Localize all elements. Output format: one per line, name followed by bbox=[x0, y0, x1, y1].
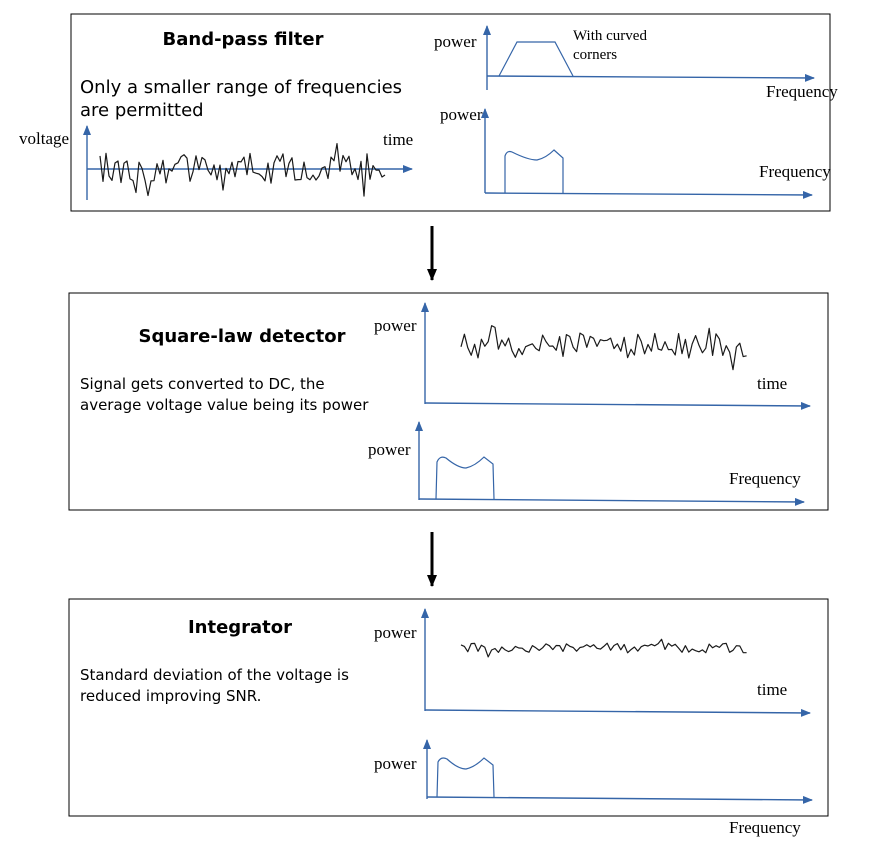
integrated-power-trace bbox=[460, 638, 747, 658]
panel-border bbox=[70, 13, 831, 212]
passband-curve bbox=[436, 757, 495, 798]
y-axis-label: power bbox=[374, 754, 417, 773]
voltage-noise-trace bbox=[99, 143, 386, 197]
x-axis-label: time bbox=[757, 374, 787, 393]
panel-title: Square-law detector bbox=[139, 326, 346, 347]
panel-description-line-1: Only a smaller range of frequencies bbox=[80, 77, 402, 98]
panel-description-line-2: average voltage value being its power bbox=[80, 396, 369, 414]
annotation-line-1: With curved bbox=[573, 28, 647, 44]
panel-title: Band-pass filter bbox=[163, 29, 324, 50]
passband-trapezoid bbox=[498, 41, 574, 77]
y-axis-label: voltage bbox=[19, 129, 69, 148]
panel-description-line-1: Standard deviation of the voltage is bbox=[80, 666, 349, 684]
x-axis bbox=[484, 190, 813, 199]
y-axis-label: power bbox=[374, 623, 417, 642]
panel-border bbox=[68, 598, 829, 817]
x-axis bbox=[424, 401, 811, 410]
panel-description-line-1: Signal gets converted to DC, the bbox=[80, 375, 325, 393]
x-axis bbox=[424, 708, 811, 717]
x-axis-label: Frequency bbox=[729, 818, 801, 837]
x-axis-label: time bbox=[757, 680, 787, 699]
time-plot: power time bbox=[374, 302, 811, 410]
annotation-line-2: corners bbox=[573, 47, 617, 63]
x-axis bbox=[486, 73, 815, 82]
x-axis-label: Frequency bbox=[759, 162, 831, 181]
panel-title: Integrator bbox=[188, 617, 292, 638]
panel-border bbox=[68, 292, 829, 511]
y-axis-label: power bbox=[368, 440, 411, 459]
x-axis bbox=[426, 795, 813, 804]
y-axis-label: power bbox=[374, 316, 417, 335]
time-plot: power time bbox=[374, 608, 811, 717]
spectrum-plot-bottom: power Frequency bbox=[440, 105, 831, 199]
x-axis bbox=[418, 497, 805, 506]
passband-curve bbox=[504, 149, 564, 193]
spectrum-plot-top: power Frequency With curved corners bbox=[434, 25, 838, 101]
panel-band-pass-filter: Band-pass filter Only a smaller range of… bbox=[19, 13, 838, 212]
spectrum-plot: power Frequency bbox=[374, 739, 813, 837]
passband-curve bbox=[435, 456, 495, 500]
time-plot: voltage time bbox=[19, 125, 413, 200]
panel-description-line-2: are permitted bbox=[80, 100, 204, 121]
y-axis-label: power bbox=[440, 105, 483, 124]
y-axis-label: power bbox=[434, 32, 477, 51]
panel-description-line-2: reduced improving SNR. bbox=[80, 687, 261, 705]
x-axis-label: Frequency bbox=[766, 82, 838, 101]
panel-square-law-detector: Square-law detector Signal gets converte… bbox=[68, 292, 829, 511]
x-axis-label: time bbox=[383, 130, 413, 149]
spectrum-plot: power Frequency bbox=[368, 421, 805, 506]
power-noise-trace bbox=[460, 325, 747, 371]
panel-integrator: Integrator Standard deviation of the vol… bbox=[68, 598, 829, 837]
x-axis-label: Frequency bbox=[729, 469, 801, 488]
